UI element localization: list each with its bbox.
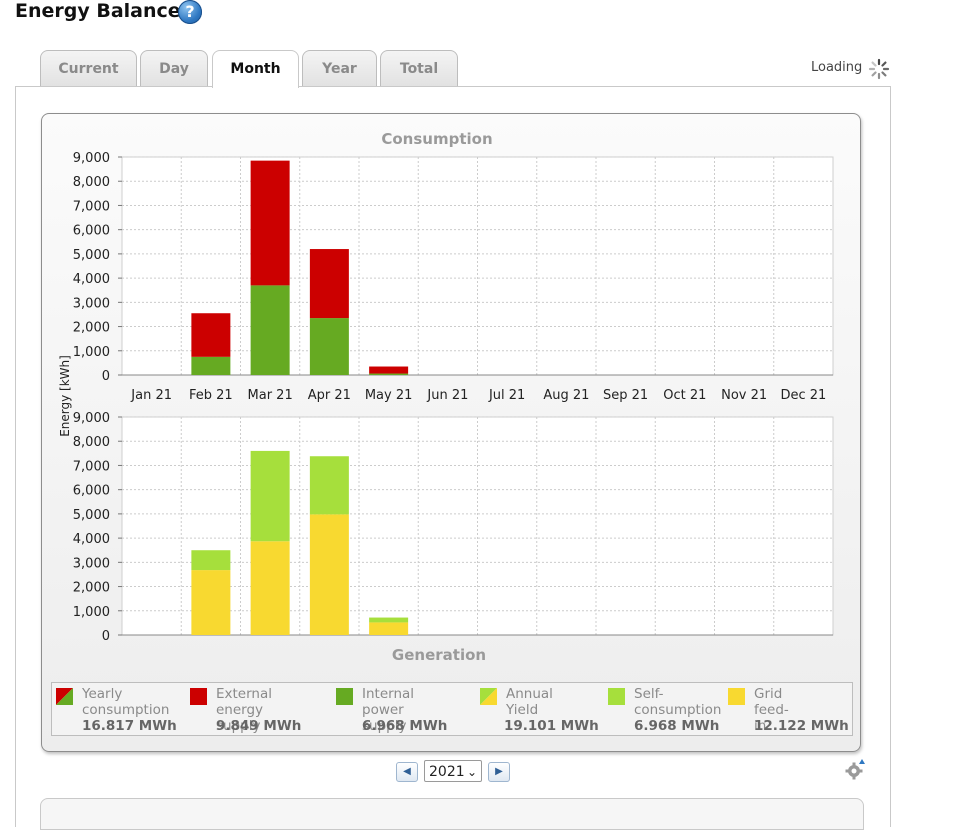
bar-generation — [191, 570, 231, 635]
y-tick-label: 3,000 — [73, 556, 110, 571]
year-select-value: 2021 — [429, 764, 465, 780]
tab-day[interactable]: Day — [140, 50, 208, 86]
bar-generation — [250, 541, 290, 635]
previous-year-button[interactable]: ◀ — [396, 762, 418, 782]
tab-current[interactable]: Current — [40, 50, 137, 86]
bar-generation — [309, 456, 349, 515]
x-tick-label: May 21 — [365, 388, 413, 403]
bar-generation — [309, 514, 349, 635]
tab-month[interactable]: Month — [212, 50, 299, 88]
legend-label: External energy supply — [216, 686, 273, 734]
legend-swatch — [336, 688, 353, 705]
y-tick-label: 8,000 — [73, 175, 110, 190]
generation-chart-title: Generation — [392, 646, 486, 664]
legend-value: 9.849 MWh — [216, 718, 302, 734]
x-tick-label: Jun 21 — [426, 388, 468, 403]
legend-value: 6.968 MWh — [362, 718, 448, 734]
legend-label: Yearly consumption — [82, 686, 170, 718]
bar-consumption — [309, 249, 349, 319]
y-tick-label: 7,000 — [73, 199, 110, 214]
split-red-green-swatch-icon — [56, 688, 73, 705]
legend-value: 19.101 MWh — [504, 718, 599, 734]
y-tick-label: 0 — [102, 369, 110, 384]
bar-generation — [250, 450, 290, 542]
bar-consumption — [250, 285, 290, 375]
y-tick-label: 2,000 — [73, 581, 110, 596]
consumption-chart-title: Consumption — [381, 130, 492, 148]
y-tick-label: 9,000 — [73, 151, 110, 166]
tab-year[interactable]: Year — [302, 50, 377, 86]
bottom-panel — [40, 798, 864, 830]
y-tick-label: 1,000 — [73, 605, 110, 620]
loading-spinner-icon — [868, 58, 890, 80]
y-axis-label: Energy [kWh] — [58, 355, 72, 437]
x-tick-label: Sep 21 — [603, 388, 648, 403]
gear-icon[interactable] — [844, 758, 866, 780]
x-tick-label: Jul 21 — [488, 388, 525, 403]
legend: Yearly consumption 16.817 MWh External e… — [51, 682, 853, 736]
y-tick-label: 4,000 — [73, 272, 110, 287]
y-tick-label: 2,000 — [73, 321, 110, 336]
bar-consumption — [309, 318, 349, 375]
energy-balance-chart: Consumption Generation Energy [kWh] 0 1,0… — [58, 130, 834, 664]
bar-generation — [191, 550, 231, 571]
loading-status: Loading — [811, 60, 863, 75]
x-tick-label: Oct 21 — [663, 388, 706, 403]
x-tick-label: Nov 21 — [721, 388, 767, 403]
y-tick-label: 6,000 — [73, 224, 110, 239]
bar-generation — [369, 622, 409, 635]
x-tick-label: Jan 21 — [130, 388, 172, 403]
x-tick-label: Feb 21 — [189, 388, 233, 403]
x-tick-label: Apr 21 — [308, 388, 351, 403]
legend-swatch — [190, 688, 207, 705]
split-green-yellow-swatch-icon — [480, 688, 497, 705]
bar-consumption — [369, 373, 409, 375]
legend-value: 12.122 MWh — [754, 718, 849, 734]
legend-label: Grid feed-in — [754, 686, 789, 734]
y-tick-label: 3,000 — [73, 296, 110, 311]
y-tick-label: 0 — [102, 629, 110, 644]
tab-total[interactable]: Total — [380, 50, 458, 86]
legend-label: Annual Yield — [506, 686, 553, 718]
x-tick-label: Mar 21 — [248, 388, 293, 403]
y-tick-label: 7,000 — [73, 459, 110, 474]
legend-label: Internal power supply — [362, 686, 415, 734]
next-year-button[interactable]: ▶ — [488, 762, 510, 782]
page-title: Energy Balance — [15, 0, 181, 22]
y-tick-label: 1,000 — [73, 345, 110, 360]
y-tick-label: 5,000 — [73, 248, 110, 263]
chevron-down-icon: ⌄ — [466, 765, 477, 779]
x-tick-label: Aug 21 — [543, 388, 589, 403]
y-tick-label: 5,000 — [73, 508, 110, 523]
legend-value: 16.817 MWh — [82, 718, 177, 734]
chevron-left-icon: ◀ — [403, 766, 411, 777]
bar-consumption — [191, 356, 231, 375]
y-tick-label: 4,000 — [73, 532, 110, 547]
chevron-right-icon: ▶ — [495, 766, 503, 777]
legend-swatch — [608, 688, 625, 705]
bar-consumption — [191, 313, 231, 357]
year-select[interactable]: 2021 ⌄ — [424, 760, 482, 782]
bar-consumption — [369, 366, 409, 374]
y-tick-label: 6,000 — [73, 484, 110, 499]
x-tick-label: Dec 21 — [780, 388, 826, 403]
bar-consumption — [250, 160, 290, 286]
y-tick-label: 8,000 — [73, 435, 110, 450]
help-icon[interactable]: ? — [178, 0, 202, 24]
y-tick-label: 9,000 — [73, 411, 110, 426]
bar-generation — [369, 617, 409, 623]
legend-value: 6.968 MWh — [634, 718, 720, 734]
legend-label: Self- consumption — [634, 686, 722, 718]
legend-swatch — [728, 688, 745, 705]
